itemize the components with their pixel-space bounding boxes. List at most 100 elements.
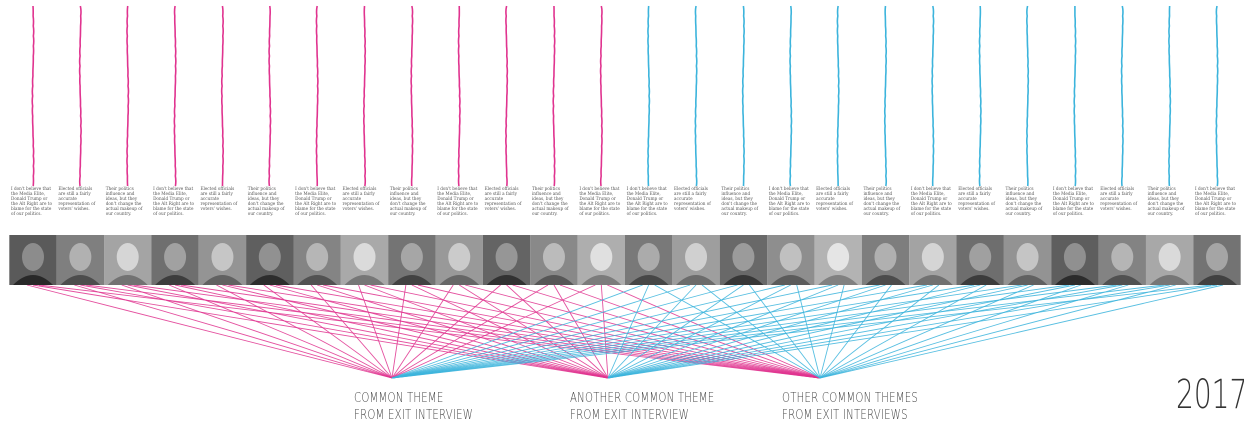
quote: Their politics influence and ideas, but … — [532, 186, 574, 216]
canvas — [0, 0, 1244, 435]
thread — [1122, 6, 1124, 186]
thread — [743, 6, 745, 186]
connection — [359, 285, 392, 378]
thread — [885, 6, 887, 186]
artwork: 2017 I don't believe that the Media Elit… — [0, 0, 1244, 435]
portrait-face — [354, 243, 376, 271]
quote: I don't believe that the Media Elite, Do… — [911, 186, 953, 216]
thread — [1027, 6, 1029, 186]
portrait-face — [1017, 243, 1039, 271]
theme-line: OTHER COMMON THEMES — [782, 390, 918, 407]
thread — [932, 6, 934, 186]
connection — [392, 285, 1211, 378]
portrait-face — [69, 243, 91, 271]
quote: Their politics influence and ideas, but … — [863, 186, 905, 216]
quote: Their politics influence and ideas, but … — [1006, 186, 1048, 216]
connection — [392, 285, 927, 378]
thread — [837, 6, 839, 186]
theme-label: OTHER COMMON THEMESFROM EXIT INTERVIEWS — [782, 390, 918, 424]
thread — [553, 6, 555, 186]
connection — [175, 285, 608, 378]
portrait-face — [590, 243, 612, 271]
theme-line: COMMON THEME — [354, 390, 473, 407]
quote: Elected officials are still a fairly acc… — [958, 186, 1000, 211]
quote: I don't believe that the Media Elite, Do… — [295, 186, 337, 216]
quote: I don't believe that the Media Elite, Do… — [437, 186, 479, 216]
connection — [820, 285, 1176, 378]
connection — [392, 285, 1164, 378]
portrait-face — [496, 243, 518, 271]
thread — [695, 6, 697, 186]
thread — [32, 6, 34, 186]
portrait-face — [1159, 243, 1181, 271]
thread — [648, 6, 650, 186]
portrait-face — [211, 243, 233, 271]
thread — [127, 6, 129, 186]
portrait-face — [1111, 243, 1133, 271]
thread — [222, 6, 224, 186]
portrait-face — [259, 243, 281, 271]
portrait-face — [448, 243, 470, 271]
quote: Elected officials are still a fairly acc… — [343, 186, 385, 211]
thread — [269, 6, 271, 186]
quote: I don't believe that the Media Elite, Do… — [1195, 186, 1237, 216]
thread — [174, 6, 176, 186]
quote: Their politics influence and ideas, but … — [106, 186, 148, 216]
quote: Elected officials are still a fairly acc… — [485, 186, 527, 211]
thread — [316, 6, 318, 186]
thread — [411, 6, 413, 186]
quote: Their politics influence and ideas, but … — [390, 186, 432, 216]
thread — [790, 6, 792, 186]
thread — [1216, 6, 1218, 186]
portrait-face — [306, 243, 328, 271]
portrait-face — [638, 243, 660, 271]
portrait-face — [543, 243, 565, 271]
quote: I don't believe that the Media Elite, Do… — [153, 186, 195, 216]
quote: I don't believe that the Media Elite, Do… — [11, 186, 53, 216]
thread — [364, 6, 366, 186]
thread — [1169, 6, 1171, 186]
portrait-face — [922, 243, 944, 271]
quote: I don't believe that the Media Elite, Do… — [769, 186, 811, 216]
theme-line: FROM EXIT INTERVIEWS — [782, 407, 918, 424]
portrait-face — [827, 243, 849, 271]
portrait-face — [780, 243, 802, 271]
quote: I don't believe that the Media Elite, Do… — [627, 186, 669, 216]
theme-line: FROM EXIT INTERVIEW — [570, 407, 714, 424]
connection — [86, 285, 820, 378]
quote: Elected officials are still a fairly acc… — [58, 186, 100, 211]
quote: I don't believe that the Media Elite, Do… — [579, 186, 621, 216]
quote: Elected officials are still a fairly acc… — [674, 186, 716, 211]
connection — [27, 285, 392, 378]
quote: Elected officials are still a fairly acc… — [1100, 186, 1142, 211]
year: 2017 — [1176, 372, 1244, 418]
connection — [128, 285, 608, 378]
portrait-face — [22, 243, 44, 271]
portrait-face — [1206, 243, 1228, 271]
connection — [820, 285, 1081, 378]
connection — [264, 285, 392, 378]
portrait-face — [164, 243, 186, 271]
portrait-face — [1064, 243, 1086, 271]
portrait-face — [401, 243, 423, 271]
portrait-face — [732, 243, 754, 271]
thread — [979, 6, 981, 186]
theme-line: FROM EXIT INTERVIEW — [354, 407, 473, 424]
quote: Their politics influence and ideas, but … — [721, 186, 763, 216]
portrait-face — [874, 243, 896, 271]
thread — [1074, 6, 1076, 186]
theme-line: ANOTHER COMMON THEME — [570, 390, 714, 407]
thread — [458, 6, 460, 186]
thread — [601, 6, 603, 186]
quote: I don't believe that the Media Elite, Do… — [1053, 186, 1095, 216]
thread — [506, 6, 508, 186]
quote: Their politics influence and ideas, but … — [248, 186, 290, 216]
quote: Elected officials are still a fairly acc… — [200, 186, 242, 211]
thread — [80, 6, 82, 186]
portrait-face — [685, 243, 707, 271]
connection — [607, 285, 820, 378]
portrait-face — [969, 243, 991, 271]
quote: Elected officials are still a fairly acc… — [816, 186, 858, 211]
